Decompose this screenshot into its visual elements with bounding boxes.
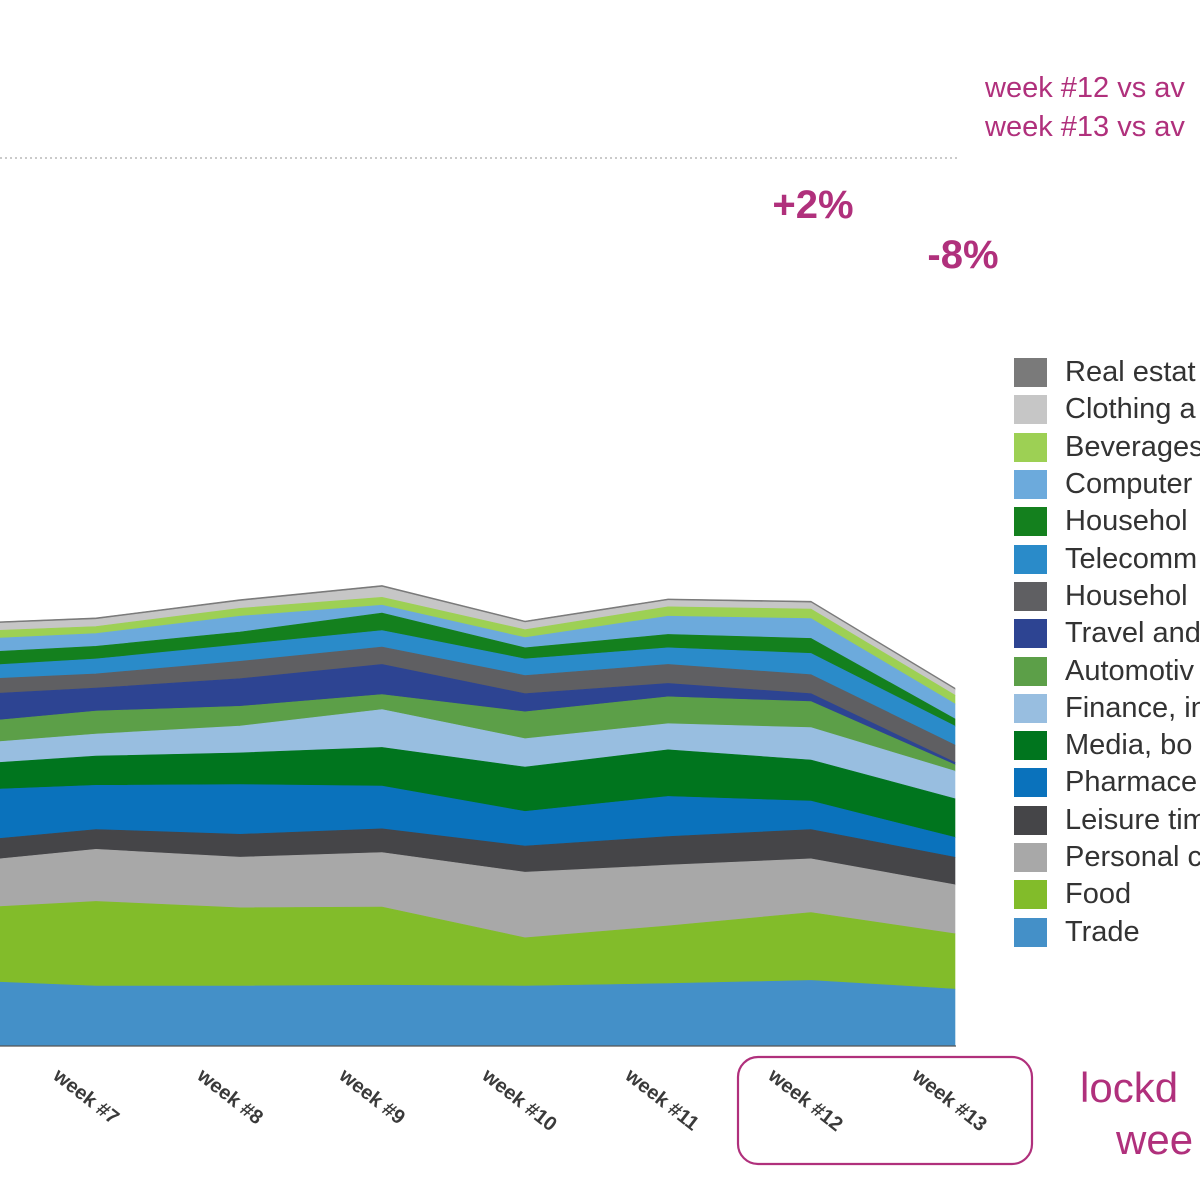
change-annotations: +2% -8% [772,183,998,277]
legend-item: Househol [1014,578,1200,615]
note-week12-vs-average: week #12 vs av [985,72,1185,104]
legend-swatch [1014,917,1047,947]
legend-swatch [1014,768,1047,798]
legend-swatch [1014,731,1047,761]
change-annotation: +2% [772,183,853,227]
legend-item: Househol [1014,503,1200,540]
x-tick-label: week #12 [763,1064,847,1136]
lockdown-caption: lockd wee [1080,1062,1200,1166]
x-tick-label: week #11 [620,1064,703,1135]
legend-swatch [1014,693,1047,723]
legend-swatch [1014,507,1047,537]
legend-swatch [1014,470,1047,500]
legend-item: Leisure tim [1014,802,1200,839]
area-trade [0,980,956,1047]
change-annotation: -8% [927,233,998,277]
x-tick-label: week #9 [334,1064,409,1129]
area-series-group [0,585,956,1047]
legend-label: Beverages [1065,430,1200,463]
legend-label: Leisure tim [1065,803,1200,836]
legend-label: Computer [1065,468,1193,501]
x-tick-label: week #8 [192,1064,267,1129]
legend-item: Media, bo [1014,727,1200,764]
lockdown-caption-line-1: lockd [1080,1064,1179,1111]
legend-item: Real estat [1014,354,1200,391]
legend-label: Real estat [1065,356,1196,389]
legend-item: Finance, in [1014,690,1200,727]
lockdown-caption-line-2: wee [1116,1116,1194,1163]
note-week13-vs-average: week #13 vs av [985,111,1185,143]
legend-label: Food [1065,878,1132,911]
legend-label: Personal c [1065,841,1200,873]
legend-label: Househol [1065,579,1188,612]
legend-item: Personal c [1014,839,1200,876]
legend-item: Clothing a [1014,391,1200,428]
legend-label: Househol [1065,505,1188,538]
x-tick-label: week #13 [907,1064,991,1136]
legend-item: Food [1014,876,1200,913]
highlight-week-box [736,1055,1034,1166]
legend-swatch [1014,581,1047,611]
legend-swatch [1014,358,1047,388]
legend-swatch [1014,395,1047,425]
legend-label: Pharmace [1065,766,1198,799]
legend-swatch [1014,432,1047,462]
legend-label: Media, bo [1065,729,1193,762]
legend-swatch [1014,656,1047,686]
legend-item: Beverages [1014,429,1200,466]
legend-label: Telecomm [1065,542,1198,575]
legend-label: Trade [1065,915,1140,948]
x-tick-labels: week #7 week #8 week #9 week #10 week #11 wee… [48,1064,991,1136]
legend-item: Pharmace [1014,764,1200,801]
legend-item: Travel and [1014,615,1200,652]
legend-label: Clothing a [1065,393,1196,426]
legend-label: Finance, in [1065,691,1200,724]
x-tick-label: week #7 [48,1064,123,1129]
legend-swatch [1014,619,1047,649]
legend-swatch [1014,880,1047,910]
legend-item: Computer [1014,466,1200,503]
legend-swatch [1014,843,1047,872]
legend-swatch [1014,544,1047,574]
legend-label: Travel and [1065,617,1200,650]
legend-swatch [1014,805,1047,835]
legend-item: Telecomm [1014,540,1200,577]
legend-label: Automotiv [1065,654,1194,687]
x-tick-label: week #10 [477,1064,561,1136]
chart-legend: Real estat Clothing a Beverages Computer Hou… [1014,354,1200,951]
legend-item: Automotiv [1014,652,1200,689]
legend-item: Trade [1014,913,1200,950]
